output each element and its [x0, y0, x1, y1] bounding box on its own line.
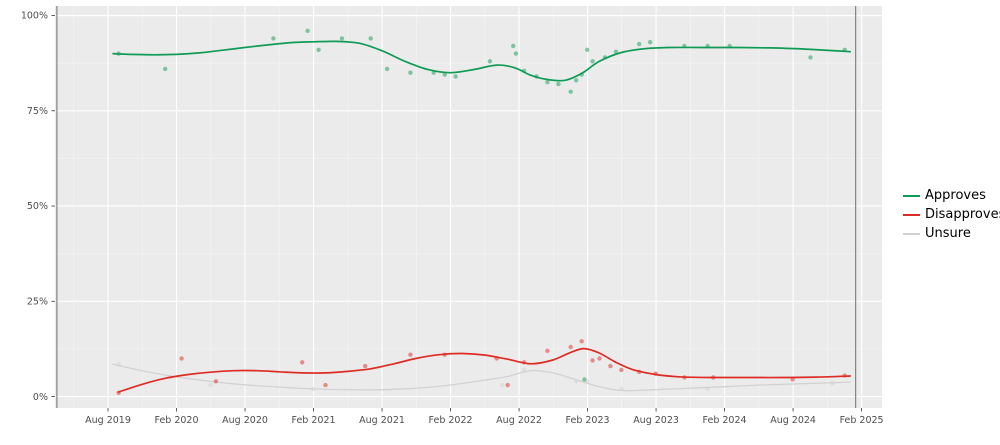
scatter-point-unsure	[500, 382, 505, 388]
trend-line-approves	[112, 40, 852, 82]
trend-line-disapproves	[117, 347, 852, 393]
y-tick-label: 75%	[27, 106, 48, 117]
scatter-point-disapproves	[579, 339, 584, 344]
scatter-point-disapproves	[619, 367, 624, 373]
x-tick-label: Feb 2024	[703, 415, 747, 426]
y-tick-label: 25%	[27, 297, 48, 308]
scatter-point-disapproves	[363, 363, 368, 369]
scatter-point-disapproves	[545, 348, 550, 353]
legend-item-unsure: Unsure	[903, 227, 1000, 241]
legend-swatch-disapproves	[903, 214, 920, 216]
scatter-point-disapproves	[608, 363, 613, 369]
scatter-point-unsure	[208, 382, 213, 388]
x-tick-label: Aug 2019	[85, 415, 131, 426]
scatter-point-approves	[271, 36, 276, 41]
scatter-point-approves	[648, 40, 653, 45]
y-tick-label: 100%	[21, 11, 48, 22]
scatter-point-approves	[384, 66, 390, 72]
scatter-point-disapproves	[323, 382, 328, 388]
x-tick-label: Aug 2023	[633, 415, 679, 426]
scatter-point-approves	[511, 43, 516, 49]
scatter-point-approves	[368, 36, 373, 41]
scatter-point-approves	[585, 47, 590, 52]
scatter-point-disapproves	[300, 360, 305, 365]
x-tick-label: Feb 2025	[840, 415, 884, 426]
legend: Approves Disapproves Unsure	[903, 189, 1000, 241]
scatter-point-approves	[568, 89, 573, 94]
x-tick-label: Aug 2021	[359, 415, 405, 426]
y-tick-label: 0%	[33, 392, 48, 403]
scatter-point-approves	[613, 49, 619, 54]
scatter-point-approves	[163, 66, 168, 72]
scatter-point-approves	[487, 59, 493, 64]
legend-item-disapproves: Disapproves	[903, 208, 1000, 222]
scatter-point-disapproves	[568, 344, 573, 350]
scatter-point-disapproves	[590, 358, 595, 363]
y-tick-label: 50%	[27, 201, 48, 212]
x-tick-label: Feb 2021	[292, 415, 336, 426]
x-tick-label: Feb 2022	[429, 415, 473, 426]
legend-label-approves: Approves	[925, 188, 986, 203]
scatter-point-disapproves	[179, 356, 184, 361]
scatter-point-approves	[408, 70, 413, 75]
scatter-point-approves	[545, 80, 550, 85]
panel-background	[55, 6, 882, 408]
x-tick-label: Aug 2022	[496, 415, 542, 426]
trend-line-unsure	[112, 363, 851, 392]
scatter-point-approves	[637, 41, 642, 47]
legend-swatch-unsure	[903, 233, 920, 235]
x-tick-label: Aug 2024	[770, 415, 816, 426]
x-tick-label: Feb 2023	[566, 415, 610, 426]
scatter-point-approves	[590, 59, 595, 64]
x-tick-label: Aug 2020	[222, 415, 268, 426]
legend-label-unsure: Unsure	[925, 226, 971, 241]
scatter-point-approves	[808, 55, 813, 60]
scatter-point-approves	[556, 81, 561, 87]
x-tick-label: Feb 2020	[155, 415, 199, 426]
legend-label-disapproves: Disapproves	[925, 207, 1000, 222]
scatter-point-approves	[305, 28, 310, 33]
scatter-point-approves	[339, 36, 345, 41]
scatter-point-disapproves	[213, 379, 219, 384]
scatter-point-approves	[582, 377, 587, 382]
scatter-point-approves	[316, 47, 321, 52]
scatter-point-disapproves	[505, 382, 510, 388]
scatter-point-approves	[513, 51, 519, 56]
scatter-point-disapproves	[408, 352, 413, 357]
legend-item-approves: Approves	[903, 189, 1000, 203]
scatter-point-approves	[442, 72, 447, 77]
legend-swatch-approves	[903, 195, 920, 197]
scatter-point-approves	[574, 78, 579, 83]
scatter-point-approves	[453, 74, 458, 79]
scatter-point-disapproves	[597, 356, 602, 361]
